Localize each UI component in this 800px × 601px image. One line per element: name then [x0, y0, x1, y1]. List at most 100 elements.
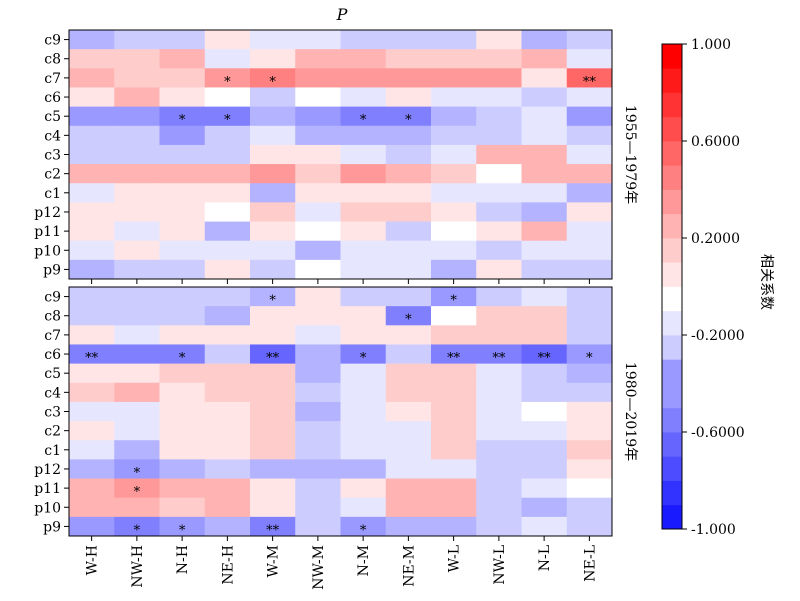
heatmap-cell [250, 87, 296, 108]
heatmap-cell [566, 164, 613, 184]
heatmap-cell [476, 287, 522, 307]
heatmap-cell [476, 49, 522, 69]
heatmap-cell [250, 287, 296, 307]
x-tick-label: NE-M [401, 545, 417, 587]
heatmap-cell [385, 68, 432, 88]
heatmap-cell [204, 106, 251, 127]
heatmap-cell [295, 183, 341, 203]
heatmap-cell [69, 259, 115, 280]
heatmap-cell [159, 363, 206, 384]
heatmap-cell [114, 183, 160, 203]
heatmap-cell [476, 325, 522, 345]
heatmap-cell [114, 144, 160, 165]
heatmap-cell [114, 363, 160, 384]
heatmap-cell [159, 30, 206, 50]
y-tick-label: c8 [44, 309, 61, 325]
heatmap-cell [69, 240, 115, 261]
heatmap-cell [295, 87, 341, 108]
heatmap-cell [250, 497, 296, 518]
heatmap-cell [521, 516, 568, 537]
heatmap-cell [114, 497, 160, 518]
significance-marker: * [224, 113, 231, 128]
colorbar-segment [662, 116, 682, 142]
heatmap-cell [566, 259, 613, 280]
heatmap-cell [340, 516, 387, 537]
heatmap-cell [250, 30, 296, 50]
heatmap-cell [385, 164, 432, 184]
heatmap-cell [69, 401, 115, 422]
heatmap-cell [114, 344, 160, 365]
heatmap-cell [521, 221, 568, 242]
colorbar-tick-label: 1.000 [691, 37, 731, 53]
heatmap-cell [476, 363, 522, 384]
y-tick-label: c4 [44, 385, 61, 401]
significance-marker: * [269, 75, 276, 90]
significance-marker: * [179, 351, 186, 366]
heatmap-cell [69, 440, 115, 460]
heatmap-cell [159, 202, 206, 222]
heatmap-cell [159, 183, 206, 203]
heatmap-cell [566, 382, 613, 403]
heatmap-cell [340, 440, 387, 460]
heatmap-cell [69, 306, 115, 326]
colorbar-segment [662, 432, 682, 457]
heatmap-cell [476, 259, 522, 280]
heatmap-cell [114, 516, 160, 537]
heatmap-cell [250, 516, 296, 537]
y-tick-label: c6 [44, 347, 61, 363]
heatmap-cell [340, 401, 387, 422]
heatmap-cell [476, 106, 522, 127]
heatmap-cell [69, 164, 115, 184]
heatmap-cell [566, 221, 613, 242]
heatmap-cell [431, 421, 477, 441]
heatmap-cell [431, 478, 477, 499]
x-tick-label: W-L [447, 545, 463, 572]
heatmap-cell [204, 30, 251, 50]
heatmap-cell [566, 497, 613, 518]
y-tick-label: c1 [44, 443, 61, 459]
heatmap-cell [295, 144, 341, 165]
heatmap-cell [250, 259, 296, 280]
heatmap-cell [295, 306, 341, 326]
heatmap-cell [385, 459, 432, 479]
heatmap-cell [159, 382, 206, 403]
colorbar-tick-label: -0.2000 [691, 328, 745, 344]
heatmap-cell [521, 183, 568, 203]
colorbar-segment [662, 213, 682, 239]
heatmap-cell [114, 30, 160, 50]
heatmap-cell [295, 516, 341, 537]
panel-label: 1980—2019年 [622, 362, 638, 461]
significance-marker: * [405, 313, 412, 328]
y-tick-label: c3 [44, 148, 61, 164]
heatmap-cell [385, 516, 432, 537]
colorbar-segment [662, 310, 682, 336]
heatmap-cell [340, 87, 387, 108]
heatmap-cell [431, 497, 477, 518]
heatmap-cell [159, 164, 206, 184]
heatmap-cell [340, 68, 387, 88]
heatmap-cell [566, 401, 613, 422]
heatmap-cell [295, 421, 341, 441]
heatmap-cell [340, 164, 387, 184]
x-tick-label: W-H [85, 545, 101, 575]
heatmap-cell [566, 344, 613, 365]
heatmap-cell [476, 125, 522, 146]
colorbar-segment [662, 504, 682, 530]
heatmap-cell [69, 144, 115, 165]
heatmap-cell [204, 240, 251, 261]
heatmap-cell [295, 325, 341, 345]
x-tick-label: NW-L [492, 545, 508, 585]
colorbar-segment [662, 165, 682, 190]
heatmap-cell [521, 421, 568, 441]
heatmap-cell [566, 421, 613, 441]
heatmap-cell [340, 287, 387, 307]
heatmap-cell [159, 478, 206, 499]
heatmap-cell [159, 459, 206, 479]
heatmap-cell [431, 30, 477, 50]
heatmap-cell [431, 183, 477, 203]
heatmap-cell [521, 87, 568, 108]
heatmap-cell [521, 240, 568, 261]
heatmap-cell [521, 259, 568, 280]
heatmap-cell [385, 497, 432, 518]
